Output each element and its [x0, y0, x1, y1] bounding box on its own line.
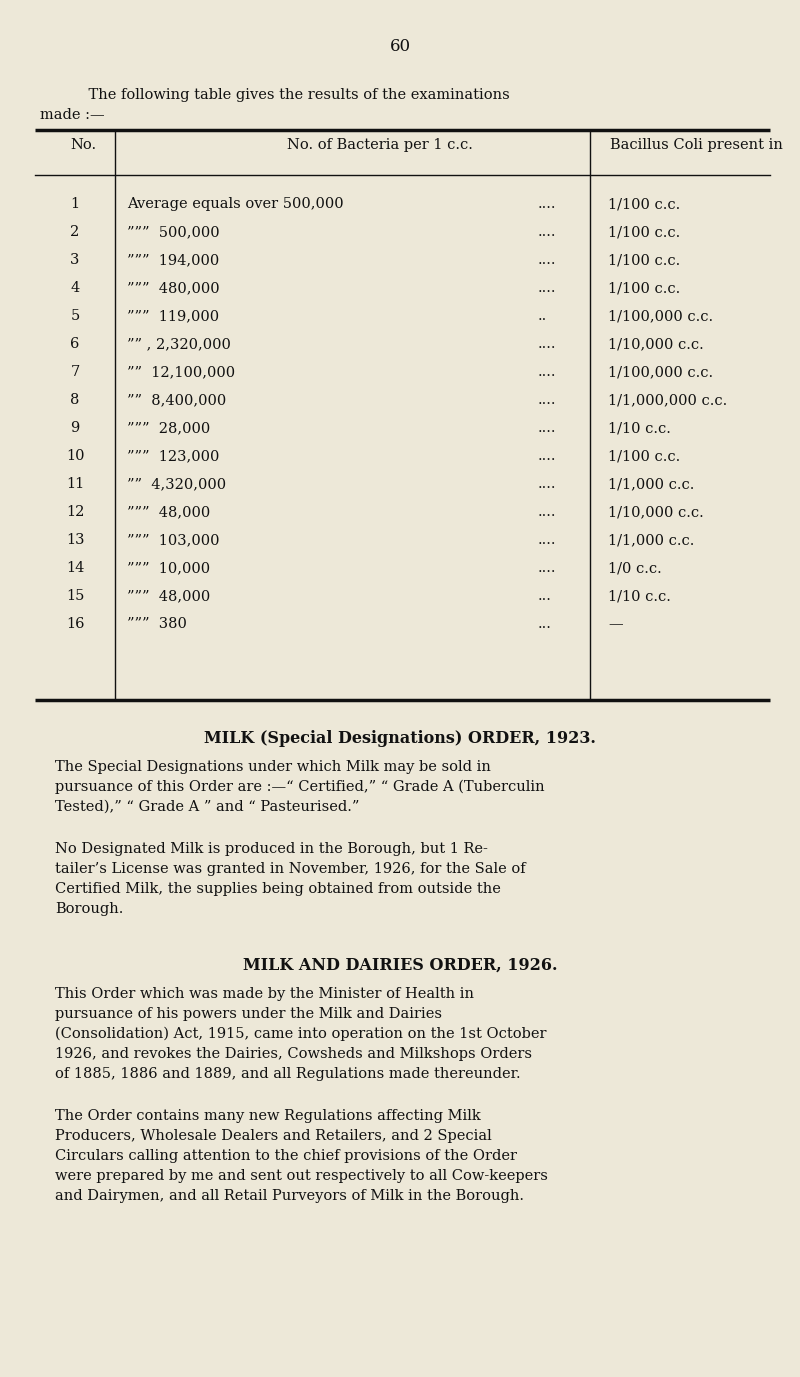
- Text: 60: 60: [390, 39, 410, 55]
- Text: 1/100 c.c.: 1/100 c.c.: [608, 449, 680, 463]
- Text: No.: No.: [70, 138, 96, 151]
- Text: ””  4,320,000: ”” 4,320,000: [127, 476, 226, 492]
- Text: pursuance of his powers under the Milk and Dairies: pursuance of his powers under the Milk a…: [55, 1007, 442, 1020]
- Text: 9: 9: [70, 421, 80, 435]
- Text: MILK AND DAIRIES ORDER, 1926.: MILK AND DAIRIES ORDER, 1926.: [242, 957, 558, 974]
- Text: Bacillus Coli present in: Bacillus Coli present in: [610, 138, 783, 151]
- Text: Borough.: Borough.: [55, 902, 123, 916]
- Text: ”””  28,000: ””” 28,000: [127, 421, 210, 435]
- Text: 13: 13: [66, 533, 84, 547]
- Text: ....: ....: [538, 421, 557, 435]
- Text: Producers, Wholesale Dealers and Retailers, and 2 Special: Producers, Wholesale Dealers and Retaile…: [55, 1129, 492, 1143]
- Text: ”””  48,000: ””” 48,000: [127, 589, 210, 603]
- Text: 1/10 c.c.: 1/10 c.c.: [608, 421, 671, 435]
- Text: 15: 15: [66, 589, 84, 603]
- Text: This Order which was made by the Minister of Health in: This Order which was made by the Ministe…: [55, 987, 474, 1001]
- Text: ”””  500,000: ””” 500,000: [127, 224, 220, 240]
- Text: tailer’s License was granted in November, 1926, for the Sale of: tailer’s License was granted in November…: [55, 862, 526, 876]
- Text: 1/10,000 c.c.: 1/10,000 c.c.: [608, 337, 704, 351]
- Text: The following table gives the results of the examinations: The following table gives the results of…: [70, 88, 510, 102]
- Text: 1/0 c.c.: 1/0 c.c.: [608, 560, 662, 576]
- Text: of 1885, 1886 and 1889, and all Regulations made thereunder.: of 1885, 1886 and 1889, and all Regulati…: [55, 1067, 521, 1081]
- Text: Circulars calling attention to the chief provisions of the Order: Circulars calling attention to the chief…: [55, 1148, 517, 1164]
- Text: ....: ....: [538, 505, 557, 519]
- Text: 5: 5: [70, 308, 80, 324]
- Text: ....: ....: [538, 337, 557, 351]
- Text: ....: ....: [538, 365, 557, 379]
- Text: ”” , 2,320,000: ”” , 2,320,000: [127, 337, 231, 351]
- Text: ..: ..: [538, 308, 547, 324]
- Text: ”””  119,000: ””” 119,000: [127, 308, 219, 324]
- Text: 1/10,000 c.c.: 1/10,000 c.c.: [608, 505, 704, 519]
- Text: 1/1,000,000 c.c.: 1/1,000,000 c.c.: [608, 392, 727, 408]
- Text: ....: ....: [538, 281, 557, 295]
- Text: 14: 14: [66, 560, 84, 576]
- Text: 1/100 c.c.: 1/100 c.c.: [608, 197, 680, 211]
- Text: 11: 11: [66, 476, 84, 492]
- Text: ”””  48,000: ””” 48,000: [127, 505, 210, 519]
- Text: 7: 7: [70, 365, 80, 379]
- Text: (Consolidation) Act, 1915, came into operation on the 1st October: (Consolidation) Act, 1915, came into ope…: [55, 1027, 546, 1041]
- Text: ...: ...: [538, 589, 552, 603]
- Text: ”””  380: ””” 380: [127, 617, 187, 631]
- Text: ”””  123,000: ””” 123,000: [127, 449, 219, 463]
- Text: ...: ...: [538, 617, 552, 631]
- Text: ....: ....: [538, 533, 557, 547]
- Text: 4: 4: [70, 281, 80, 295]
- Text: 8: 8: [70, 392, 80, 408]
- Text: 1/100,000 c.c.: 1/100,000 c.c.: [608, 365, 713, 379]
- Text: No Designated Milk is produced in the Borough, but 1 Re-: No Designated Milk is produced in the Bo…: [55, 841, 488, 856]
- Text: ....: ....: [538, 253, 557, 267]
- Text: ”””  10,000: ””” 10,000: [127, 560, 210, 576]
- Text: 6: 6: [70, 337, 80, 351]
- Text: ....: ....: [538, 197, 557, 211]
- Text: ”””  480,000: ””” 480,000: [127, 281, 220, 295]
- Text: and Dairymen, and all Retail Purveyors of Milk in the Borough.: and Dairymen, and all Retail Purveyors o…: [55, 1188, 524, 1203]
- Text: 1: 1: [70, 197, 79, 211]
- Text: pursuance of this Order are :—“ Certified,” “ Grade A (Tuberculin: pursuance of this Order are :—“ Certifie…: [55, 779, 545, 795]
- Text: 10: 10: [66, 449, 84, 463]
- Text: 1/100 c.c.: 1/100 c.c.: [608, 253, 680, 267]
- Text: ”””  103,000: ””” 103,000: [127, 533, 219, 547]
- Text: No. of Bacteria per 1 c.c.: No. of Bacteria per 1 c.c.: [287, 138, 473, 151]
- Text: Tested),” “ Grade A ” and “ Pasteurised.”: Tested),” “ Grade A ” and “ Pasteurised.…: [55, 800, 359, 814]
- Text: ....: ....: [538, 449, 557, 463]
- Text: 3: 3: [70, 253, 80, 267]
- Text: 1926, and revokes the Dairies, Cowsheds and Milkshops Orders: 1926, and revokes the Dairies, Cowsheds …: [55, 1047, 532, 1062]
- Text: ....: ....: [538, 476, 557, 492]
- Text: —: —: [608, 617, 622, 631]
- Text: 16: 16: [66, 617, 84, 631]
- Text: The Order contains many new Regulations affecting Milk: The Order contains many new Regulations …: [55, 1108, 481, 1124]
- Text: 2: 2: [70, 224, 80, 240]
- Text: 1/10 c.c.: 1/10 c.c.: [608, 589, 671, 603]
- Text: ....: ....: [538, 224, 557, 240]
- Text: were prepared by me and sent out respectively to all Cow-keepers: were prepared by me and sent out respect…: [55, 1169, 548, 1183]
- Text: ”””  194,000: ””” 194,000: [127, 253, 219, 267]
- Text: 1/100 c.c.: 1/100 c.c.: [608, 281, 680, 295]
- Text: ....: ....: [538, 560, 557, 576]
- Text: ....: ....: [538, 392, 557, 408]
- Text: 1/1,000 c.c.: 1/1,000 c.c.: [608, 476, 694, 492]
- Text: 12: 12: [66, 505, 84, 519]
- Text: Average equals over 500,000: Average equals over 500,000: [127, 197, 344, 211]
- Text: Certified Milk, the supplies being obtained from outside the: Certified Milk, the supplies being obtai…: [55, 883, 501, 896]
- Text: ””  12,100,000: ”” 12,100,000: [127, 365, 235, 379]
- Text: 1/100,000 c.c.: 1/100,000 c.c.: [608, 308, 713, 324]
- Text: 1/1,000 c.c.: 1/1,000 c.c.: [608, 533, 694, 547]
- Text: MILK (Special Designations) ORDER, 1923.: MILK (Special Designations) ORDER, 1923.: [204, 730, 596, 746]
- Text: ””  8,400,000: ”” 8,400,000: [127, 392, 226, 408]
- Text: 1/100 c.c.: 1/100 c.c.: [608, 224, 680, 240]
- Text: The Special Designations under which Milk may be sold in: The Special Designations under which Mil…: [55, 760, 491, 774]
- Text: made :—: made :—: [40, 107, 105, 123]
